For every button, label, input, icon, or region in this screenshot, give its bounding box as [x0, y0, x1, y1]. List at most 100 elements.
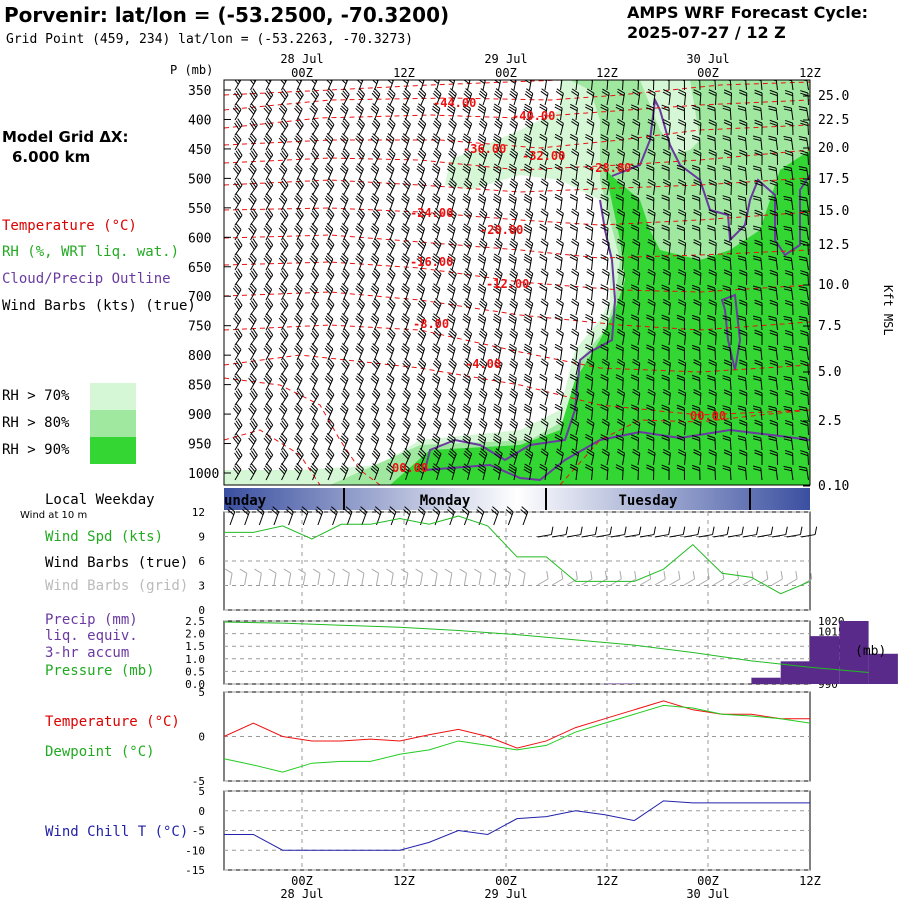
wind-barb-flag — [692, 347, 700, 352]
wind-barb-flag — [309, 407, 316, 415]
wind-barb-flag — [281, 90, 287, 98]
wind-barbs-grid — [224, 568, 813, 586]
wind-barb-flag — [263, 227, 270, 235]
y-tick-label: 2.0 — [185, 628, 205, 641]
wind-barb-flag — [417, 315, 425, 322]
wind-barb-flag — [784, 182, 793, 187]
wind-barb-flag — [586, 358, 595, 364]
wind-barb-flag — [647, 301, 655, 307]
wind-barb-flag — [541, 238, 549, 244]
wind-barb-flag — [278, 317, 285, 325]
wind-barb-flag — [281, 180, 287, 188]
wind-barb-flag — [341, 193, 349, 200]
wind-barb-flag — [343, 208, 350, 215]
wind-barb-flag — [447, 348, 455, 354]
temperature-contour-line — [224, 377, 381, 485]
wind-barb-flag — [478, 286, 486, 292]
wind-barb-flag — [340, 435, 348, 442]
wind-barb — [575, 378, 578, 391]
wind-barb-flag — [402, 103, 410, 110]
wind-barb-flag — [494, 93, 501, 100]
wind-barb-flag — [646, 284, 655, 289]
wind-barb — [482, 198, 487, 211]
local-weekday-label: Local Weekday — [45, 492, 155, 508]
wind-barb-flag — [341, 163, 349, 170]
wind-barb-flag — [341, 283, 349, 290]
wind-barb-flag — [508, 166, 517, 172]
wind-barb-flag — [585, 374, 593, 379]
wind-barb — [420, 213, 427, 226]
wind-barb-flag — [525, 74, 532, 78]
wind-barb-flag — [448, 183, 455, 190]
wind-barb — [467, 168, 471, 181]
wind-barb — [591, 363, 595, 376]
wind-barb-flag — [463, 123, 471, 130]
pressure-tick-label: 900 — [188, 408, 211, 423]
wind-barb-flag — [324, 287, 332, 295]
wind-barb-flag — [739, 449, 747, 454]
wind-barb-flag — [479, 180, 487, 187]
wind-barb-flag — [386, 435, 394, 442]
wind-barb-flag — [477, 438, 485, 444]
wind-barb-flag — [385, 288, 393, 295]
wind-barb — [312, 138, 318, 151]
wind-barb-flag — [326, 283, 334, 290]
wind-barb-flag — [281, 133, 288, 140]
wind-barb-flag — [327, 420, 334, 428]
wind-barb-flag — [571, 88, 579, 94]
wind-barb-flag — [402, 182, 409, 190]
wind-barb-flag — [799, 108, 808, 112]
wind-barb-flag — [295, 465, 302, 472]
wind-barb-flag — [478, 80, 485, 84]
wind-barb-flag — [339, 227, 347, 235]
wind-barb-flag — [432, 332, 440, 340]
wind-barb-flag — [278, 257, 285, 265]
wind-barb — [343, 108, 349, 121]
wind-barb-flag — [279, 405, 287, 412]
wind-barb-flag — [232, 437, 239, 445]
wind-barb-flag — [539, 286, 547, 292]
wind-barb — [281, 229, 288, 241]
wind-barb-flag — [707, 105, 716, 109]
wind-barb-flag — [341, 272, 348, 280]
wind-barb — [529, 288, 533, 301]
wind-barb-flag — [431, 288, 439, 294]
wind-barb — [714, 377, 716, 391]
rh90-swatch — [90, 437, 136, 464]
temperature-contour-labels: -44.00-40.00-36.00 -32.00-28.00-24.00-20.… — [392, 96, 726, 475]
wind-barb-flag — [494, 270, 502, 277]
wind-barb-flag — [462, 348, 470, 354]
bottom-tick-label: 00Z — [495, 874, 517, 888]
wind-barb — [653, 303, 656, 316]
pressure-tick-label: 800 — [188, 349, 211, 364]
wind-barb-flag — [769, 239, 778, 244]
wind-barb-flag — [234, 452, 240, 460]
wind-barb-flag — [662, 451, 671, 457]
wind-barb-flag — [678, 389, 686, 394]
wind-barb — [775, 168, 778, 181]
wind-barb-flag — [798, 436, 807, 439]
wind-barb-flag — [647, 418, 656, 424]
wind-barb-flag — [693, 391, 701, 397]
wind-barb-flag — [754, 92, 763, 97]
wind-barb-flag — [340, 255, 348, 262]
wind-barb — [296, 258, 303, 271]
wind-barb-flag — [235, 193, 242, 200]
wind-barb-flag — [509, 153, 517, 159]
wind-barb — [714, 347, 716, 361]
wind-barb-flag — [373, 73, 379, 78]
wind-barb-flag — [615, 164, 624, 169]
wind-barb-flag — [388, 90, 395, 97]
wind-barb — [482, 363, 488, 376]
wind-barb-flag — [325, 135, 333, 142]
wind-barb-flag — [386, 345, 394, 352]
wind-barb-flag — [343, 118, 350, 125]
wind-barb-flag — [556, 388, 564, 394]
wind-barb-flag — [432, 122, 440, 130]
wind-barb — [775, 468, 778, 481]
wind-barb-flag — [677, 451, 686, 457]
wind-barb-flag — [463, 373, 471, 379]
wind-barb-flag — [677, 211, 686, 217]
wind-barb-flag — [432, 242, 440, 250]
wind-barb-flag — [419, 418, 427, 425]
